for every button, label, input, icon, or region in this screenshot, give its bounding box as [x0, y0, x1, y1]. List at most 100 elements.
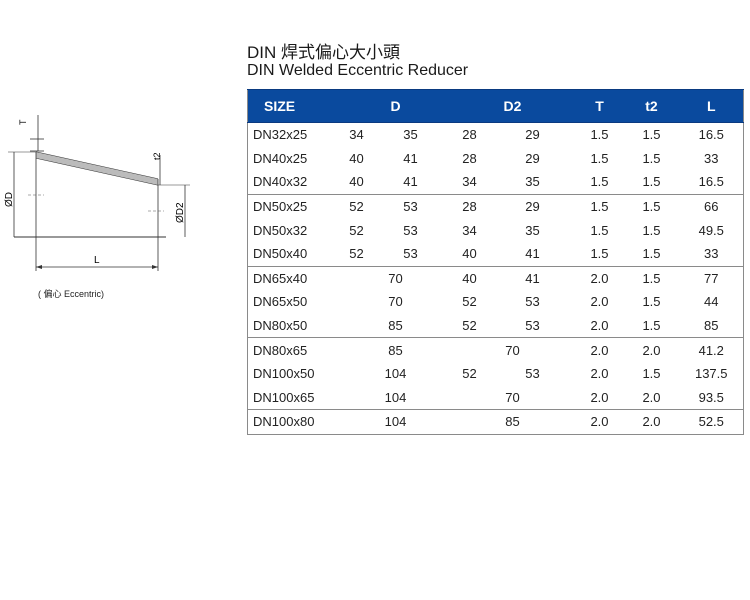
cell-size: DN65x50	[253, 294, 308, 310]
table-row: DN80x50 85 52 53 2.0 1.5 85	[247, 313, 744, 339]
spec-table-container: SIZE D D2 T t2 L DN32x25 34 35 28 29 1.5 1.5 16…	[247, 89, 744, 435]
header-d2: D2	[449, 89, 576, 123]
cell-d2-max: 29	[525, 127, 540, 143]
cell-d-min: 52	[341, 241, 372, 267]
cell-t: 2.0	[590, 294, 609, 310]
cell-d2-max: 53	[525, 366, 540, 382]
cell-size: DN80x50	[247, 313, 342, 339]
header-t: T	[575, 89, 624, 123]
cell-t2: 1.5	[642, 270, 661, 286]
spec-table: SIZE D D2 T t2 L DN32x25 34 35 28 29 1.5 1.5 16…	[247, 89, 744, 435]
cell-t2: 1.5	[623, 241, 680, 267]
table-row: DN100x80 104 85 2.0 2.0 52.5	[247, 409, 744, 435]
table-row: DN50x32 52 53 34 35 1.5 1.5 49.5	[248, 218, 744, 242]
header-size: SIZE	[247, 89, 342, 123]
table-row: DN80x65 85 70 2.0 2.0 41.2	[248, 338, 744, 362]
cell-t2: 1.5	[623, 170, 680, 195]
cell-d2-min: 28	[462, 127, 477, 143]
cell-d2-min: 52	[462, 294, 477, 310]
cell-d-max: 35	[403, 127, 418, 143]
cell-d2-min: 28	[462, 199, 477, 215]
cell-d-min: 40	[349, 150, 364, 166]
cell-d: 104	[341, 409, 450, 435]
cell-d: 70	[388, 270, 403, 286]
diagram-caption: ( 偏心 Eccentric)	[38, 289, 105, 299]
cell-d2-min: 40	[449, 241, 490, 267]
cell-d2-max: 29	[525, 150, 540, 166]
cell-l: 85	[679, 313, 744, 339]
reducer-drawing: T t2 ØD ØD2 L	[4, 115, 190, 271]
cell-d: 85	[341, 313, 450, 339]
cell-d: 85	[388, 342, 403, 358]
label-od2: ØD2	[175, 202, 186, 223]
table-row: DN40x25 40 41 28 29 1.5 1.5 33	[248, 147, 744, 171]
cell-d2-max: 53	[489, 313, 576, 339]
table-header-row: SIZE D D2 T t2 L	[247, 89, 744, 123]
cell-t: 2.0	[575, 313, 624, 339]
cell-d-min: 52	[349, 222, 364, 238]
page-title-english: DIN Welded Eccentric Reducer	[247, 62, 469, 79]
cell-size: DN50x40	[247, 241, 342, 267]
cell-t2: 1.5	[642, 222, 661, 238]
table-row: DN100x50 104 52 53 2.0 1.5 137.5	[248, 362, 744, 386]
label-t2: t2	[152, 152, 162, 160]
cell-d2-min: 52	[462, 366, 477, 382]
cell-t2: 1.5	[642, 294, 661, 310]
cell-t2: 1.5	[642, 127, 661, 143]
cell-size: DN50x25	[253, 199, 308, 215]
cell-d2: 70	[449, 385, 576, 411]
cell-d2-max: 29	[525, 199, 540, 215]
cell-d2-max: 41	[489, 241, 576, 267]
cell-d2-max: 53	[525, 294, 540, 310]
cell-d2-min: 40	[462, 270, 477, 286]
cell-t: 1.5	[575, 170, 624, 195]
cell-l: 33	[704, 150, 719, 166]
cell-t: 2.0	[590, 366, 609, 382]
cell-size: DN80x65	[253, 342, 308, 358]
cell-size: DN40x32	[247, 170, 342, 195]
cell-l: 77	[704, 270, 719, 286]
cell-size: DN40x25	[253, 150, 308, 166]
cell-size: DN32x25	[253, 127, 308, 143]
table-row: DN50x40 52 53 40 41 1.5 1.5 33	[247, 241, 744, 267]
cell-t: 1.5	[590, 199, 609, 215]
cell-d2: 70	[505, 342, 520, 358]
cell-t: 2.0	[575, 385, 624, 411]
reducer-diagram: T t2 ØD ØD2 L	[0, 95, 240, 315]
cell-l: 93.5	[679, 385, 744, 411]
table-row: DN65x40 70 40 41 2.0 1.5 77	[248, 266, 744, 290]
cell-t: 1.5	[575, 241, 624, 267]
header-t2: t2	[623, 89, 680, 123]
cell-d2-min: 28	[462, 150, 477, 166]
table-row: DN40x32 40 41 34 35 1.5 1.5 16.5	[247, 170, 744, 195]
label-od: ØD	[4, 192, 15, 207]
cell-t: 2.0	[590, 270, 609, 286]
table-row: DN65x50 70 52 53 2.0 1.5 44	[248, 290, 744, 314]
cell-l: 52.5	[679, 409, 744, 435]
cell-size: DN65x40	[253, 270, 308, 286]
cell-l: 16.5	[679, 170, 744, 195]
cell-d: 104	[341, 385, 450, 411]
cell-d2-max: 35	[525, 222, 540, 238]
cell-t: 1.5	[590, 127, 609, 143]
cell-d2-max: 41	[525, 270, 540, 286]
cell-t2: 1.5	[623, 313, 680, 339]
cell-d-max: 53	[403, 199, 418, 215]
table-row: DN100x65 104 70 2.0 2.0 93.5	[247, 385, 744, 411]
cell-l: 33	[679, 241, 744, 267]
cell-t2: 1.5	[642, 199, 661, 215]
cell-t2: 2.0	[642, 342, 661, 358]
cell-l: 137.5	[694, 366, 728, 382]
cell-d-max: 53	[371, 241, 450, 267]
cell-l: 49.5	[698, 222, 724, 238]
cell-size: DN100x65	[247, 385, 342, 411]
cell-d-max: 41	[371, 170, 450, 195]
table-row: DN32x25 34 35 28 29 1.5 1.5 16.5	[248, 123, 744, 147]
cell-d-max: 41	[403, 150, 418, 166]
cell-l: 41.2	[698, 342, 724, 358]
label-t: T	[18, 119, 28, 125]
cell-t: 1.5	[590, 150, 609, 166]
cell-d2-max: 35	[489, 170, 576, 195]
cell-d2-min: 34	[449, 170, 490, 195]
cell-t2: 2.0	[623, 385, 680, 411]
